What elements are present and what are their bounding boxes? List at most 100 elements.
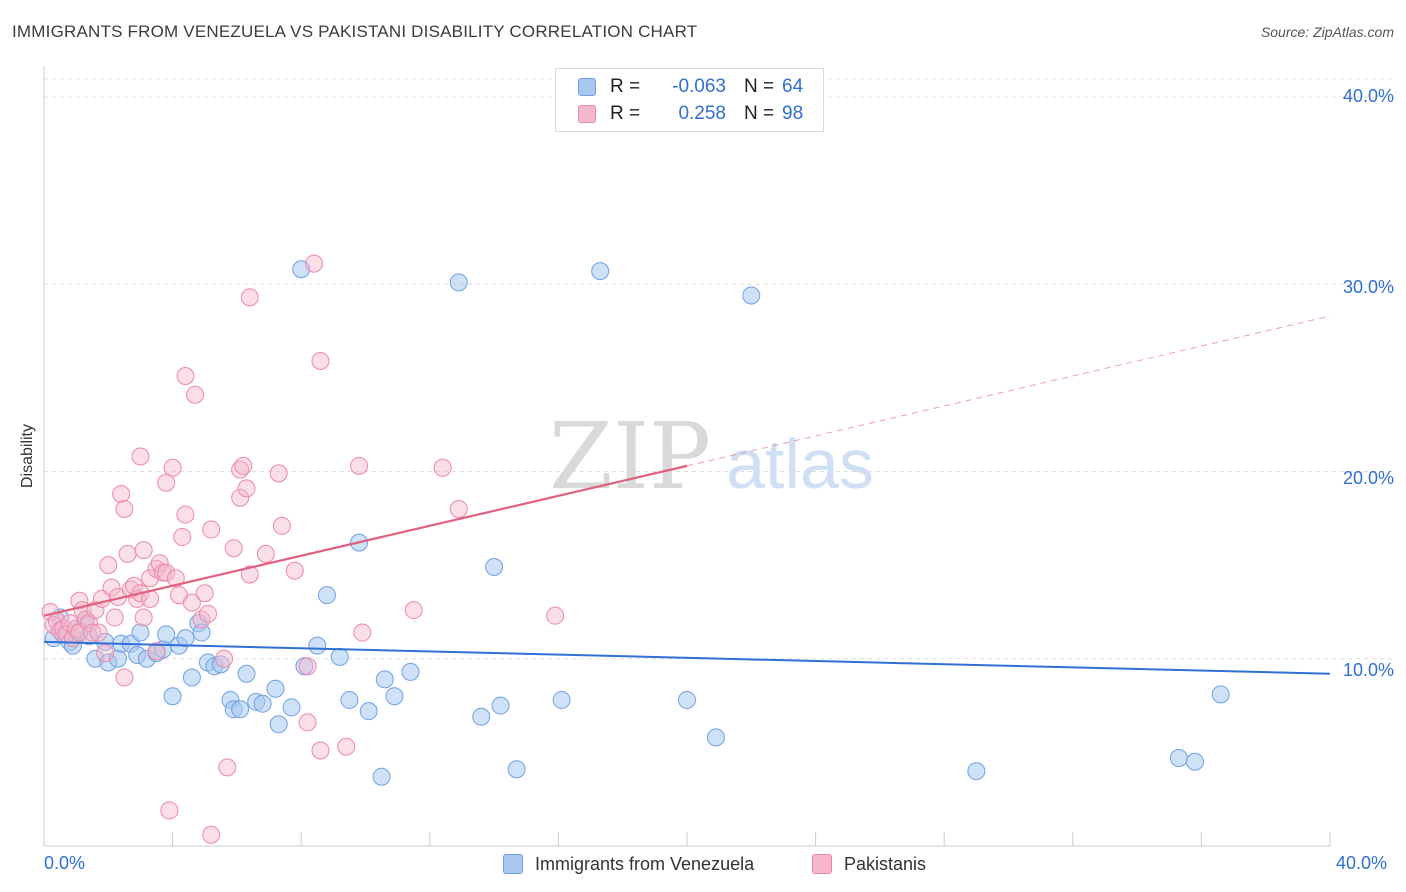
watermark: ZIP atlas xyxy=(549,403,874,510)
pakistani-point xyxy=(546,606,565,625)
pakistani-point xyxy=(118,544,137,563)
pakistani-point xyxy=(150,554,169,573)
venezuela-point xyxy=(253,694,272,713)
pakistani-point xyxy=(234,456,253,475)
venezuela-point xyxy=(163,687,182,706)
r-label: R = xyxy=(610,103,641,124)
pakistani-point xyxy=(163,458,182,477)
pakistani-point xyxy=(218,758,237,777)
correlation-legend: R = -0.063 N = 64 R = 0.258 N = 98 xyxy=(555,68,824,132)
n-value: 64 xyxy=(782,76,804,97)
legend-item-venezuela[interactable]: Immigrants from Venezuela xyxy=(503,852,754,876)
venezuela-point xyxy=(340,690,359,709)
pakistani-point xyxy=(134,608,153,627)
venezuela-point xyxy=(182,668,201,687)
pakistani-point xyxy=(449,499,468,518)
pakistani-point xyxy=(176,505,195,524)
legend-row-venezuela: R = -0.063 N = 64 xyxy=(578,74,803,100)
pakistani-point xyxy=(115,668,134,687)
y-tick-20: 20.0% xyxy=(1342,468,1394,488)
pakistani-point xyxy=(157,473,176,492)
pakistani-point xyxy=(131,447,150,466)
venezuela-point xyxy=(269,715,288,734)
venezuela-point xyxy=(231,700,250,719)
venezuela-point xyxy=(472,707,491,726)
venezuela-point xyxy=(308,636,327,655)
pakistani-point xyxy=(353,623,372,642)
pakistani-point xyxy=(337,737,356,756)
venezuela-point xyxy=(706,728,725,747)
r-value: 0.258 xyxy=(678,103,726,124)
venezuela-point xyxy=(1169,748,1188,767)
pakistani-point xyxy=(240,288,259,307)
pakistani-point xyxy=(240,565,259,584)
pakistani-point xyxy=(272,516,291,535)
pakistani-point xyxy=(404,601,423,620)
venezuela-point xyxy=(237,664,256,683)
venezuela-point xyxy=(157,625,176,644)
venezuela-point xyxy=(192,623,211,642)
n-label: N = xyxy=(744,103,775,124)
legend-swatch-venezuela xyxy=(503,854,523,874)
venezuela-point xyxy=(385,687,404,706)
pakistani-point xyxy=(173,528,192,547)
pakistani-point xyxy=(256,544,275,563)
y-tick-30: 30.0% xyxy=(1342,277,1394,297)
venezuela-point xyxy=(449,273,468,292)
r-label: R = xyxy=(610,76,641,97)
venezuela-point xyxy=(507,760,526,779)
venezuela-point xyxy=(282,698,301,717)
pakistani-trend-extension xyxy=(686,315,1331,467)
pakistani-point xyxy=(99,556,118,575)
venezuela-point xyxy=(485,557,504,576)
venezuela-trend-line xyxy=(43,640,1331,675)
pakistani-point xyxy=(298,713,317,732)
source-note: Source: ZipAtlas.com xyxy=(1260,24,1394,40)
pakistani-point xyxy=(237,479,256,498)
watermark-atlas: atlas xyxy=(726,425,874,503)
pakistani-point xyxy=(285,561,304,580)
n-value: 98 xyxy=(782,103,804,124)
pakistani-point xyxy=(186,385,205,404)
pakistani-point xyxy=(215,649,234,668)
pakistani-point xyxy=(112,484,131,503)
venezuela-point xyxy=(131,623,150,642)
venezuela-point xyxy=(176,629,195,648)
pakistani-point xyxy=(231,488,250,507)
pakistani-point xyxy=(102,578,121,597)
legend-label-venezuela: Immigrants from Venezuela xyxy=(535,853,755,874)
pakistani-point xyxy=(80,614,99,633)
pakistani-point xyxy=(182,593,201,612)
venezuela-point xyxy=(401,662,420,681)
venezuela-point xyxy=(359,702,378,721)
trend-lines xyxy=(43,315,1331,675)
pakistani-point xyxy=(433,458,452,477)
legend-swatch-pakistanis xyxy=(812,854,832,874)
pakistani-point xyxy=(89,623,108,642)
pakistani-point xyxy=(298,657,317,676)
legend-item-pakistanis[interactable]: Pakistanis xyxy=(812,852,926,876)
venezuela-point xyxy=(211,655,230,674)
venezuela-point xyxy=(678,690,696,709)
venezuela-point xyxy=(491,696,510,715)
venezuela-point xyxy=(1211,685,1230,704)
chart-title: IMMIGRANTS FROM VENEZUELA VS PAKISTANI D… xyxy=(12,22,698,41)
pakistani-point xyxy=(83,623,102,642)
venezuela-point xyxy=(317,586,336,605)
y-tick-40: 40.0% xyxy=(1342,86,1394,106)
venezuela-point xyxy=(266,679,285,698)
n-label: N = xyxy=(744,76,775,97)
venezuela-point xyxy=(967,762,986,781)
venezuela-point xyxy=(1185,752,1204,771)
venezuela-point xyxy=(375,670,394,689)
pakistani-point xyxy=(115,499,134,518)
y-axis-label: Disability xyxy=(19,423,36,489)
pakistani-point xyxy=(160,801,179,820)
pakistani-point xyxy=(147,642,166,661)
pakistani-point xyxy=(198,604,217,623)
r-value: -0.063 xyxy=(672,76,726,97)
pakistani-point xyxy=(176,367,195,386)
pakistani-point xyxy=(157,563,176,582)
venezuela-point xyxy=(330,647,349,666)
